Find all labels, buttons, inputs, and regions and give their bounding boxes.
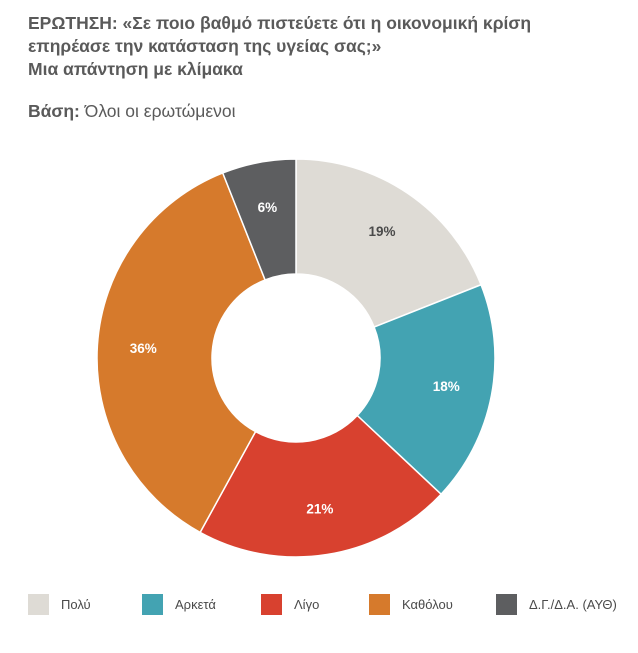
legend-swatch-poly bbox=[28, 593, 49, 615]
legend-item-katholou: Καθόλου bbox=[369, 592, 453, 616]
legend-item-dg-da: Δ.Γ./Δ.Α. (ΑΥΘ) bbox=[496, 592, 617, 616]
legend-item-poly: Πολύ bbox=[28, 592, 91, 616]
chart-title: ΕΡΩΤΗΣΗ: «Σε ποιο βαθμό πιστεύετε ότι η … bbox=[28, 12, 628, 81]
chart-legend: Πολύ Αρκετά Λίγο Καθόλου Δ.Γ./Δ.Α. (ΑΥΘ) bbox=[0, 592, 638, 616]
legend-swatch-katholou bbox=[369, 593, 390, 615]
title-line-3: Μια απάντηση με κλίμακα bbox=[28, 59, 243, 79]
legend-swatch-arketa bbox=[142, 593, 163, 615]
legend-swatch-dg-da bbox=[496, 593, 517, 615]
slice-label-poly: 19% bbox=[368, 224, 395, 239]
slice-label-arketa: 18% bbox=[433, 379, 460, 394]
slice-poly bbox=[295, 158, 482, 329]
base-label: Βάση: bbox=[28, 101, 80, 121]
legend-item-arketa: Αρκετά bbox=[142, 592, 216, 616]
slice-katholou bbox=[96, 172, 267, 534]
legend-label-katholou: Καθόλου bbox=[402, 596, 453, 612]
legend-item-ligo: Λίγο bbox=[261, 592, 319, 616]
title-line-2: επηρέασε την κατάσταση της υγείας σας;» bbox=[28, 36, 382, 56]
slice-dg-da bbox=[221, 158, 297, 281]
slice-arketa bbox=[356, 283, 496, 496]
slice-label-ligo: 21% bbox=[306, 502, 333, 517]
base-note: Βάση: Όλοι οι ερωτώμενοι bbox=[28, 101, 236, 122]
base-value: Όλοι οι ερωτώμενοι bbox=[84, 101, 236, 121]
legend-swatch-ligo bbox=[261, 593, 282, 615]
slice-label-katholou: 36% bbox=[130, 341, 157, 356]
legend-label-dg-da: Δ.Γ./Δ.Α. (ΑΥΘ) bbox=[529, 596, 617, 612]
title-line-1: ΕΡΩΤΗΣΗ: «Σε ποιο βαθμό πιστεύετε ότι η … bbox=[28, 13, 532, 33]
slice-label-dg-da: 6% bbox=[258, 200, 278, 215]
legend-label-poly: Πολύ bbox=[61, 596, 91, 612]
donut-chart: 19% 18% 21% 36% 6% bbox=[96, 158, 496, 558]
slice-ligo bbox=[199, 414, 443, 558]
legend-label-ligo: Λίγο bbox=[294, 596, 320, 612]
legend-label-arketa: Αρκετά bbox=[175, 596, 216, 612]
